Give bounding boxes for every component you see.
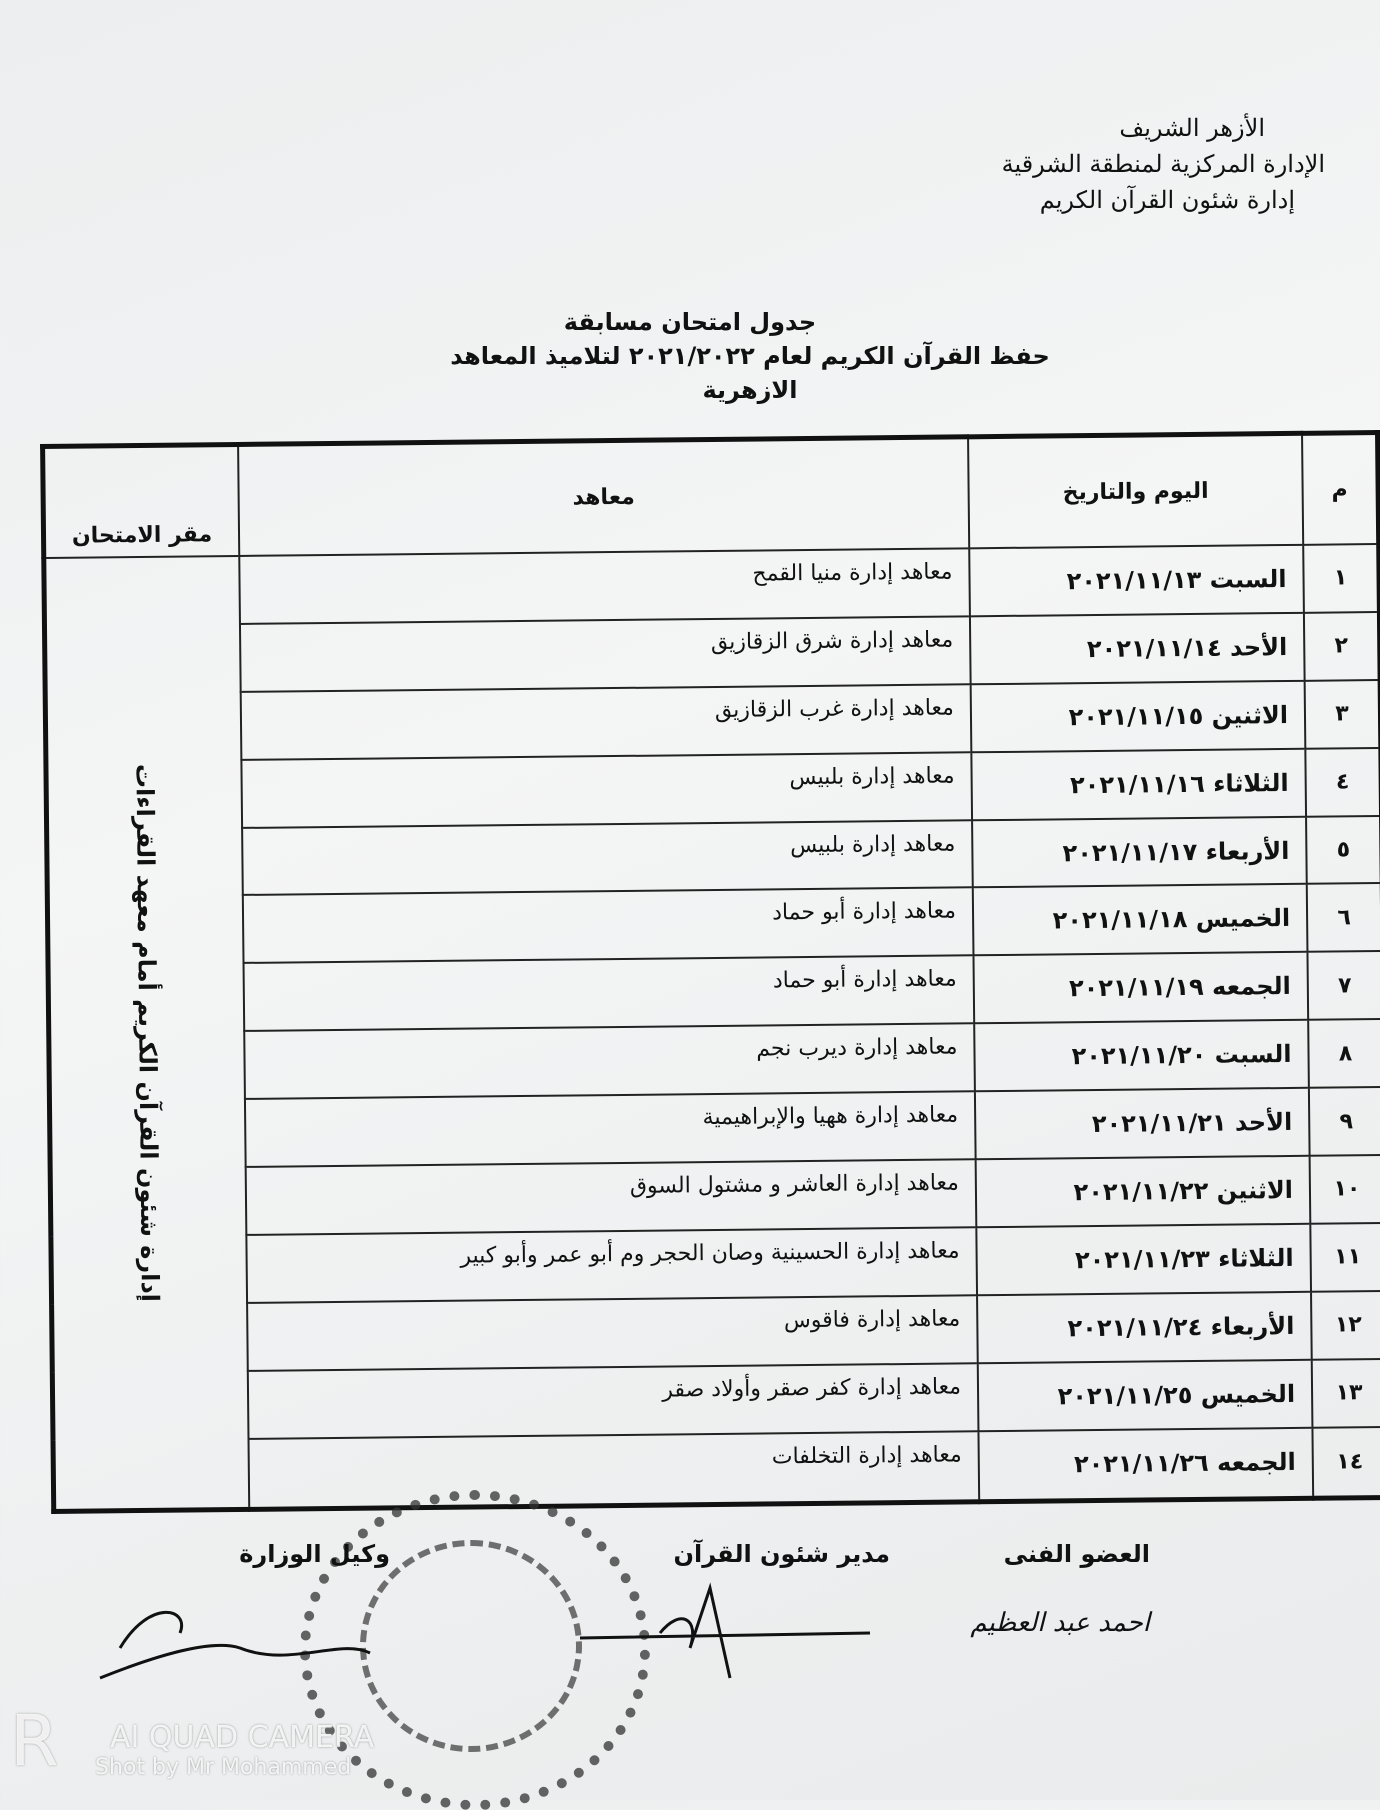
row-date: الخميس ٢٠٢١/١١/٢٥ xyxy=(977,1359,1313,1431)
row-institutes: معاهد إدارة بلبيس xyxy=(242,819,973,896)
row-date: الاثنين ٢٠٢١/١١/١٥ xyxy=(970,680,1306,752)
header-line: الإدارة المركزية لمنطقة الشرقية xyxy=(1001,150,1325,178)
row-date: الأربعاء ٢٠٢١/١١/١٧ xyxy=(972,816,1307,888)
header-institutes: معاهد xyxy=(238,436,970,556)
row-institutes: معاهد إدارة شرق الزقازيق xyxy=(239,616,971,692)
signature-title: العضو الفنى xyxy=(1003,1540,1150,1568)
row-date: الاثنين ٢٠٢١/١١/٢٢ xyxy=(975,1155,1311,1228)
row-date: الأحد ٢٠٢١/١١/١٤ xyxy=(969,612,1305,685)
row-institutes: معاهد إدارة التخلفات xyxy=(248,1430,980,1510)
handwritten-signature: احمد عبد العظيم xyxy=(970,1608,1150,1638)
row-institutes: معاهد إدارة أبو حماد xyxy=(242,887,974,964)
signature-scribble-icon xyxy=(99,1610,371,1680)
row-number: ٦ xyxy=(1306,883,1380,953)
row-number: ٩ xyxy=(1308,1087,1380,1156)
row-number: ٨ xyxy=(1308,1019,1380,1088)
signature-scribble-icon xyxy=(579,1582,871,1679)
row-date: السبت ٢٠٢١/١١/٢٠ xyxy=(974,1020,1309,1092)
row-number: ١٣ xyxy=(1311,1358,1380,1428)
title-line-1: جدول امتحان مسابقة xyxy=(563,308,817,336)
table-row: ١٤ الجمعه ٢٠٢١/١١/٢٦ معاهد إدارة التخلفا… xyxy=(53,1426,1380,1512)
row-date: الثلاثاء ٢٠٢١/١١/١٦ xyxy=(971,748,1307,820)
header-num: م xyxy=(1302,432,1379,545)
row-date: الأربعاء ٢٠٢١/١١/٢٤ xyxy=(977,1291,1312,1363)
signature-title: وكيل الوزارة xyxy=(239,1540,390,1568)
row-institutes: معاهد إدارة ههيا والإبراهيمية xyxy=(244,1091,976,1167)
exam-location: إدارة شئون القرآن الكريم أمام معهد القرا… xyxy=(43,555,250,1512)
header-line: الأزهر الشريف xyxy=(1119,114,1265,142)
row-number: ٤ xyxy=(1305,747,1380,817)
header-line: إدارة شئون القرآن الكريم xyxy=(1039,186,1295,214)
exam-location-text: إدارة شئون القرآن الكريم أمام معهد القرا… xyxy=(130,763,165,1303)
row-number: ١١ xyxy=(1310,1222,1380,1292)
row-number: ١٢ xyxy=(1311,1290,1380,1360)
row-number: ٥ xyxy=(1306,815,1380,885)
row-date: الثلاثاء ٢٠٢١/١١/٢٣ xyxy=(976,1223,1312,1296)
watermark-brand: AI QUAD CAMERA xyxy=(110,1720,375,1755)
signature-quran-director: مدير شئون القرآن xyxy=(570,1540,890,1694)
row-number: ١٠ xyxy=(1309,1155,1380,1224)
row-institutes: معاهد إدارة العاشر و مشتول السوق xyxy=(245,1159,977,1235)
issuer-header: الأزهر الشريف الإدارة المركزية لمنطقة ال… xyxy=(1002,110,1325,218)
row-institutes: معاهد إدارة الحسينية وصان الحجر وم أبو ع… xyxy=(246,1227,978,1303)
signature-technical-member: العضو الفنى احمد عبد العظيم xyxy=(970,1540,1150,1638)
watermark-credit: Shot by Mr Mohammed xyxy=(95,1755,352,1780)
signature-deputy-minister: وكيل الوزارة xyxy=(90,1540,390,1694)
row-institutes: معاهد إدارة غرب الزقازيق xyxy=(240,684,972,760)
row-institutes: معاهد إدارة منيا القمح xyxy=(239,548,970,624)
row-number: ١ xyxy=(1303,544,1380,613)
row-date: السبت ٢٠٢١/١١/١٣ xyxy=(969,544,1304,617)
row-number: ٧ xyxy=(1307,951,1380,1021)
row-number: ٣ xyxy=(1304,679,1380,749)
camera-brand-logo-icon: R xyxy=(10,1700,59,1782)
signature-title: مدير شئون القرآن xyxy=(673,1540,890,1568)
exam-schedule-table: م اليوم والتاريخ معاهد مقر الامتحان ١ ال… xyxy=(40,430,1380,1514)
row-date: الجمعه ٢٠٢١/١١/١٩ xyxy=(973,952,1309,1024)
camera-watermark: R AI QUAD CAMERA Shot by Mr Mohammed xyxy=(10,1700,375,1782)
header-date: اليوم والتاريخ xyxy=(968,433,1304,549)
table-header-row: م اليوم والتاريخ معاهد مقر الامتحان xyxy=(42,432,1379,558)
row-date: الجمعه ٢٠٢١/١١/٢٦ xyxy=(978,1427,1314,1502)
row-institutes: معاهد إدارة أبو حماد xyxy=(243,955,975,1032)
header-location: مقر الامتحان xyxy=(42,444,240,558)
document-title: جدول امتحان مسابقة حفظ القرآن الكريم لعا… xyxy=(280,305,1100,407)
row-institutes: معاهد إدارة بلبيس xyxy=(241,751,973,828)
title-line-2: حفظ القرآن الكريم لعام ٢٠٢١/٢٠٢٢ لتلاميذ… xyxy=(450,342,1050,404)
row-date: الخميس ٢٠٢١/١١/١٨ xyxy=(972,884,1308,956)
row-number: ٢ xyxy=(1303,611,1380,681)
row-date: الأحد ٢٠٢١/١١/٢١ xyxy=(974,1087,1310,1160)
row-number: ١٤ xyxy=(1312,1426,1380,1499)
row-institutes: معاهد إدارة ديرب نجم xyxy=(244,1023,975,1100)
row-institutes: معاهد إدارة كفر صقر وأولاد صقر xyxy=(247,1362,979,1439)
row-institutes: معاهد إدارة فاقوس xyxy=(247,1295,978,1371)
